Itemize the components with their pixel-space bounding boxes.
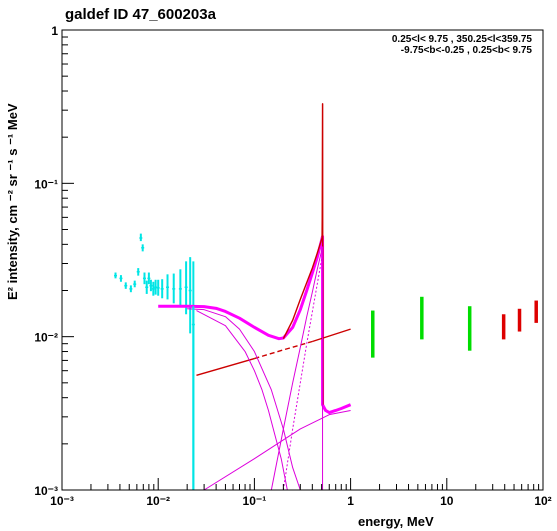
- model-curve: [196, 357, 255, 376]
- thin-dotted-curve: [282, 255, 324, 491]
- plot-frame: [61, 29, 544, 491]
- x-tick-label: 1: [347, 494, 354, 508]
- axis-ticks: 10⁻³ 10⁻² 10⁻¹ 1 10 10² 10⁻³ 10⁻² 10⁻¹ 1: [34, 24, 551, 508]
- x-tick-label: 10⁻²: [146, 494, 170, 508]
- y-tick-label: 10⁻³: [34, 484, 58, 498]
- region-label-line: 0.25<l< 9.75 , 350.25<l<359.75: [392, 34, 533, 45]
- y-axis-label: E² intensity, cm ⁻² sr ⁻¹ s ⁻¹ MeV: [5, 103, 20, 300]
- x-axis-label: energy, MeV: [358, 514, 434, 529]
- thin-curve: [187, 308, 301, 491]
- axes-frame: [61, 29, 544, 491]
- x-tick-label: 10²: [534, 494, 551, 508]
- data-series-layer: [114, 103, 538, 491]
- region-label-line: -9.75<b<-0.25 , 0.25<b< 9.75: [401, 45, 533, 56]
- y-tick-label: 10⁻²: [34, 331, 58, 345]
- y-tick-label: 10⁻¹: [34, 177, 58, 191]
- region-label-group: 0.25<l< 9.75 , 350.25<l<359.75-9.75<b<-0…: [392, 34, 533, 56]
- model-curve: [312, 328, 351, 343]
- model-curve: [282, 103, 324, 405]
- chart-title: galdef ID 47_600203a: [65, 6, 217, 23]
- x-tick-label: 10: [440, 494, 454, 508]
- model-dashed-curve: [254, 340, 313, 360]
- x-tick-label: 10⁻³: [50, 494, 74, 508]
- thin-curve: [270, 246, 324, 491]
- thin-curve: [203, 409, 351, 491]
- total-curve: [158, 235, 352, 415]
- x-tick-label: 10⁻¹: [243, 494, 267, 508]
- y-tick-label: 1: [51, 24, 58, 38]
